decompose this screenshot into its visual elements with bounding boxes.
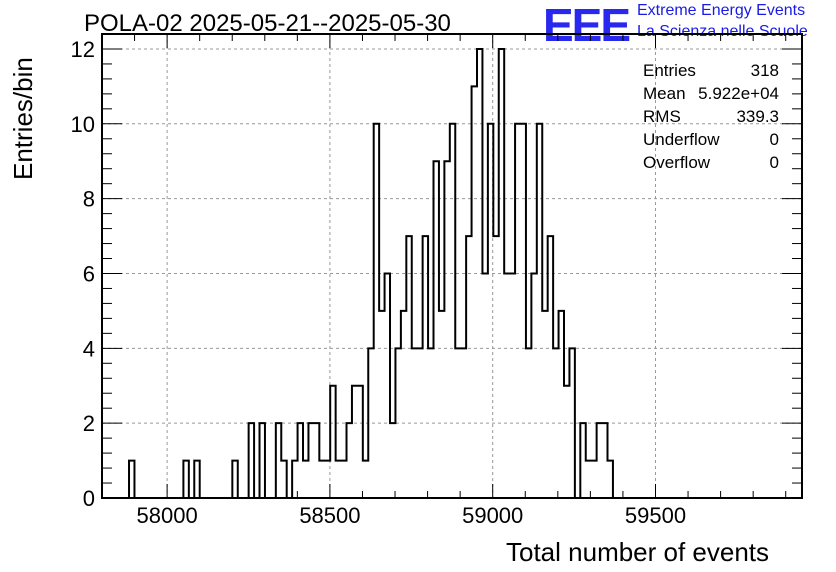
y-tick-label: 6 [83,261,95,286]
x-tick-label: 59500 [625,503,686,528]
x-tick-label: 58500 [299,503,360,528]
stat-overflow-label: Overflow [643,153,711,172]
y-tick-label: 12 [71,37,95,62]
stat-mean-value: 5.922e+04 [698,84,779,103]
stat-mean-label: Mean [643,84,686,103]
x-tick-label: 58000 [137,503,198,528]
stat-overflow-value: 0 [769,153,779,172]
stat-rms-value: 339.3 [736,107,779,126]
stat-underflow-label: Underflow [643,130,720,149]
stat-entries-value: 318 [750,61,779,80]
eee-logo: EEE [543,0,631,51]
chart-title: POLA-02 2025-05-21--2025-05-30 [84,10,451,37]
brand-line-1: Extreme Energy Events [637,2,806,19]
y-axis-label: Entries/bin [8,57,38,180]
histogram-line [128,47,619,499]
y-tick-label: 0 [83,486,95,511]
stat-underflow-value: 0 [769,130,779,149]
y-tick-label: 10 [71,112,95,137]
stat-rms-label: RMS [643,107,681,126]
stat-entries-label: Entries [643,61,696,80]
x-axis-label: Total number of events [506,537,770,567]
y-tick-label: 2 [83,411,95,436]
brand-line-2: La Scienza nelle Scuole [637,23,808,40]
x-tick-label: 59000 [462,503,523,528]
y-tick-label: 8 [83,187,95,212]
y-tick-label: 4 [83,336,95,361]
